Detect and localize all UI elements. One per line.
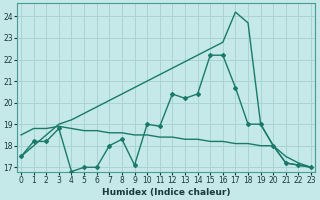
X-axis label: Humidex (Indice chaleur): Humidex (Indice chaleur) [102,188,230,197]
